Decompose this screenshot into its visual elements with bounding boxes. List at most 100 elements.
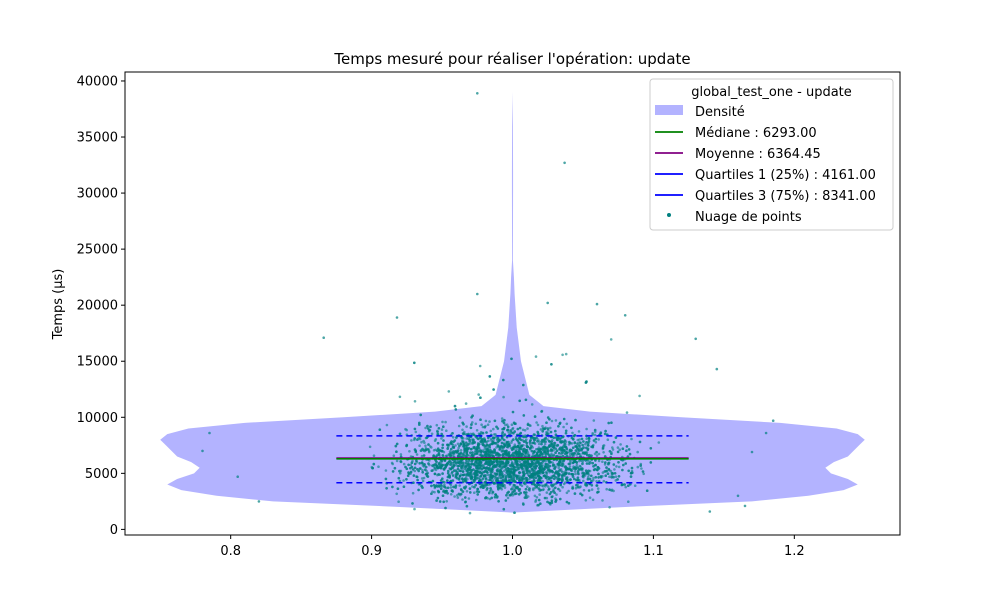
- scatter-point: [372, 462, 376, 466]
- scatter-point: [521, 452, 524, 456]
- scatter-point: [503, 465, 506, 469]
- scatter-point: [461, 478, 464, 481]
- scatter-point: [571, 453, 574, 457]
- scatter-point: [540, 410, 543, 413]
- scatter-point: [488, 375, 492, 378]
- scatter-point: [368, 445, 372, 449]
- scatter-point: [541, 448, 545, 452]
- scatter-point: [623, 483, 626, 486]
- scatter-point: [571, 475, 575, 478]
- scatter-point: [590, 474, 593, 478]
- scatter-point: [500, 417, 504, 420]
- scatter-point: [397, 500, 400, 504]
- scatter-point: [449, 463, 452, 466]
- scatter-point: [402, 462, 406, 466]
- scatter-point: [418, 444, 421, 448]
- scatter-point: [538, 479, 541, 482]
- scatter-point: [611, 446, 614, 449]
- scatter-point: [417, 488, 420, 492]
- scatter-point: [493, 472, 497, 475]
- scatter-point: [416, 478, 419, 482]
- scatter-point: [462, 432, 465, 436]
- scatter-point: [610, 421, 613, 425]
- scatter-point: [595, 484, 598, 487]
- scatter-point: [522, 463, 525, 467]
- scatter-point: [461, 498, 464, 501]
- scatter-point: [576, 447, 579, 450]
- scatter-point: [480, 423, 483, 427]
- scatter-point: [550, 495, 554, 499]
- scatter-point: [522, 383, 525, 387]
- scatter-point: [496, 445, 500, 448]
- scatter-point: [536, 440, 539, 443]
- scatter-point: [630, 437, 633, 441]
- legend-label-q3: Quartiles 3 (75%) : 8341.00: [695, 189, 876, 204]
- scatter-point: [638, 440, 642, 444]
- scatter-point: [630, 466, 634, 470]
- scatter-point: [657, 441, 661, 444]
- scatter-point: [604, 461, 607, 464]
- scatter-point: [501, 465, 504, 468]
- scatter-point: [612, 440, 616, 444]
- y-axis: 0 5000 10000 15000 20000 25000 30000 35000 40000: [77, 74, 125, 538]
- scatter-point: [533, 438, 536, 442]
- scatter-point: [476, 487, 479, 491]
- scatter-point: [462, 444, 466, 448]
- scatter-point: [430, 432, 434, 436]
- scatter-point: [419, 413, 423, 417]
- scatter-point: [497, 488, 500, 491]
- scatter-point: [472, 462, 476, 466]
- scatter-point: [591, 461, 594, 465]
- scatter-point: [438, 500, 442, 503]
- scatter-point: [405, 443, 409, 447]
- scatter-point: [603, 455, 607, 458]
- scatter-point: [552, 436, 555, 440]
- scatter-point: [433, 490, 436, 494]
- scatter-point: [504, 468, 508, 471]
- y-tick-label: 25000: [77, 243, 118, 258]
- scatter-point: [426, 475, 430, 478]
- scatter-point: [492, 388, 495, 391]
- scatter-point: [446, 492, 449, 495]
- scatter-point: [467, 447, 471, 450]
- scatter-point: [495, 425, 498, 429]
- scatter-point: [464, 465, 468, 468]
- scatter-point: [502, 507, 506, 511]
- scatter-point: [554, 498, 558, 502]
- scatter-point: [479, 418, 482, 422]
- x-tick-label: 0.8: [220, 544, 241, 559]
- x-tick-label: 1.0: [502, 544, 523, 559]
- scatter-point: [525, 471, 529, 475]
- scatter-point: [490, 496, 494, 500]
- scatter-point: [415, 453, 419, 456]
- scatter-point: [472, 468, 475, 471]
- scatter-point: [526, 445, 530, 449]
- scatter-point: [627, 448, 631, 451]
- scatter-point: [610, 452, 613, 456]
- scatter-point: [470, 462, 474, 466]
- scatter-point: [464, 444, 468, 447]
- scatter-point: [548, 454, 551, 457]
- scatter-point: [486, 449, 490, 453]
- scatter-point: [595, 454, 599, 457]
- scatter-point: [520, 445, 523, 448]
- scatter-point: [617, 475, 621, 478]
- scatter-point: [372, 454, 376, 458]
- scatter-point: [522, 450, 526, 453]
- scatter-point: [771, 419, 775, 423]
- scatter-point: [545, 421, 548, 425]
- scatter-point: [449, 467, 453, 471]
- scatter-point: [455, 474, 458, 478]
- scatter-point: [446, 471, 450, 475]
- scatter-point: [585, 427, 588, 431]
- scatter-point: [524, 487, 528, 491]
- scatter-point: [503, 438, 506, 442]
- scatter-point: [532, 480, 535, 484]
- scatter-point: [398, 471, 402, 475]
- scatter-point: [405, 478, 408, 481]
- scatter-point: [556, 436, 560, 440]
- scatter-point: [515, 437, 518, 441]
- scatter-point: [585, 462, 589, 465]
- scatter-point: [415, 475, 419, 479]
- scatter-point: [584, 499, 588, 502]
